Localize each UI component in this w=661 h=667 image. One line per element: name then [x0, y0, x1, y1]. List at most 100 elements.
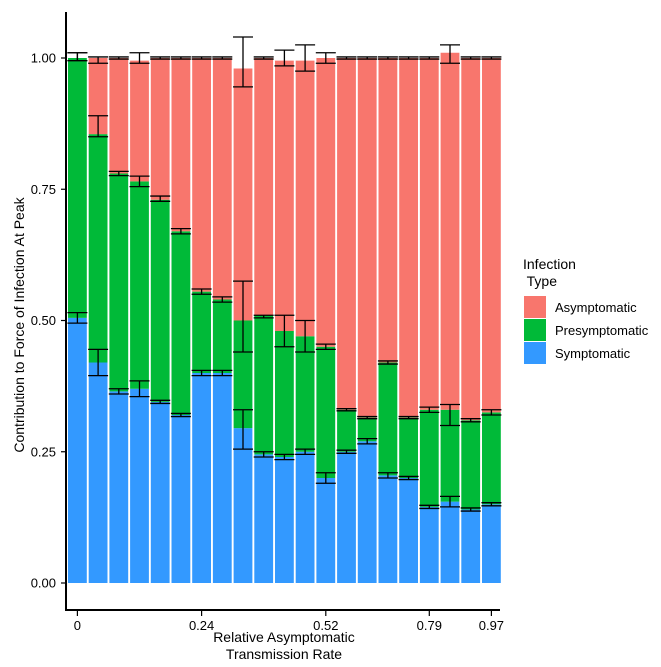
x-tick-label-1: 0.24	[189, 618, 214, 633]
error-bar-11-0	[295, 448, 316, 456]
error-bar-4-0	[150, 399, 171, 405]
bar-segment-presymptomatic-6	[192, 291, 211, 374]
error-bar-10-1	[274, 314, 295, 348]
bar-segment-presymptomatic-17	[419, 409, 439, 507]
bar-segment-symptomatic-12	[316, 478, 336, 583]
error-bar-13-0	[336, 449, 357, 454]
bar-segment-presymptomatic-11	[295, 336, 315, 452]
bar-segment-symptomatic-11	[295, 451, 315, 583]
bar-segment-asymptomatic-6	[192, 58, 211, 292]
error-bar-0-0	[67, 311, 88, 324]
x-axis-title-line-1: Relative Asymptomatic	[213, 629, 355, 645]
error-bar-20-2	[481, 56, 502, 60]
error-bar-0-2	[67, 52, 88, 62]
bar-segment-presymptomatic-12	[316, 346, 336, 478]
bar-segment-asymptomatic-5	[171, 58, 191, 232]
bar-segment-asymptomatic-11	[295, 60, 315, 337]
error-bar-19-0	[460, 507, 481, 512]
error-bar-12-2	[315, 52, 336, 64]
axes-layer	[65, 12, 500, 611]
error-bar-6-2	[191, 56, 212, 60]
bar-segment-presymptomatic-1	[88, 134, 108, 363]
bar-segment-asymptomatic-10	[275, 60, 294, 332]
error-bar-13-1	[336, 408, 357, 412]
bar-segment-symptomatic-4	[150, 401, 170, 584]
error-bar-15-2	[377, 56, 398, 60]
y-tick-label-4: 1.00	[31, 51, 56, 66]
error-bar-3-0	[129, 380, 150, 398]
error-bar-1-2	[88, 56, 109, 64]
x-tick-label-2: 0.52	[313, 618, 338, 633]
error-bar-17-1	[419, 406, 440, 414]
bar-segment-presymptomatic-13	[337, 409, 356, 452]
error-bar-3-1	[129, 175, 150, 188]
error-bar-16-1	[398, 415, 419, 420]
bar-segment-presymptomatic-7	[212, 299, 232, 373]
bar-segment-symptomatic-0	[68, 317, 87, 584]
error-bar-14-1	[357, 415, 378, 420]
error-bar-10-0	[274, 453, 295, 461]
error-bar-11-1	[295, 319, 316, 353]
error-bar-9-1	[253, 314, 274, 319]
bar-segment-symptomatic-2	[109, 391, 129, 584]
error-bar-5-1	[170, 227, 191, 235]
legend-label-presymptomatic: Presymptomatic	[555, 323, 649, 338]
bar-segment-presymptomatic-8	[233, 320, 253, 429]
error-bar-17-0	[419, 504, 440, 510]
bar-segment-presymptomatic-18	[440, 409, 460, 502]
error-bar-12-1	[315, 343, 336, 351]
error-bar-16-2	[398, 56, 419, 60]
y-axis-title: Contribution to Force of Infection At Pe…	[11, 196, 27, 452]
bars-layer	[68, 52, 501, 584]
error-bar-18-2	[440, 44, 460, 64]
y-tick-label-1: 0.25	[31, 444, 56, 459]
x-tick-label-3: 0.79	[417, 618, 442, 633]
bar-segment-presymptomatic-3	[130, 181, 149, 389]
bar-segment-presymptomatic-5	[171, 231, 191, 415]
error-bar-17-2	[419, 56, 440, 60]
legend-title-line-1: Infection	[523, 256, 576, 272]
legend: Infection Type Asymptomatic Presymptomat…	[523, 256, 649, 364]
x-tick-label-0: 0	[74, 618, 81, 633]
bar-segment-asymptomatic-7	[212, 58, 232, 300]
error-bar-8-0	[233, 409, 253, 450]
error-bar-15-0	[377, 472, 398, 479]
bar-segment-presymptomatic-4	[150, 199, 170, 402]
bar-segment-symptomatic-14	[357, 441, 377, 583]
bar-segment-symptomatic-1	[88, 362, 108, 583]
error-bar-2-0	[108, 388, 129, 395]
error-bar-19-1	[460, 418, 481, 423]
y-tick-label-0: 0.00	[31, 576, 56, 591]
error-bar-19-2	[460, 56, 481, 60]
error-bar-18-0	[440, 495, 460, 508]
y-ticks: 0.00 0.25 0.50 0.75 1.00	[31, 51, 66, 591]
legend-swatch-symptomatic	[524, 342, 546, 364]
error-bar-7-0	[212, 369, 233, 377]
error-bar-14-2	[357, 56, 378, 60]
legend-title-line-2: Type	[523, 273, 557, 289]
bar-segment-presymptomatic-14	[357, 417, 377, 442]
bar-segment-asymptomatic-20	[482, 58, 501, 413]
bar-segment-asymptomatic-19	[461, 58, 481, 421]
error-bar-16-0	[398, 475, 419, 481]
bar-segment-symptomatic-9	[254, 454, 274, 584]
bar-segment-symptomatic-6	[192, 373, 211, 583]
error-bar-1-1	[88, 115, 109, 138]
error-bar-20-1	[481, 409, 502, 416]
bar-segment-symptomatic-16	[399, 478, 418, 583]
legend-swatch-asymptomatic	[524, 296, 546, 318]
error-bar-8-2	[233, 36, 253, 88]
error-bar-2-1	[108, 170, 129, 177]
error-bar-12-0	[315, 472, 336, 484]
bar-segment-symptomatic-13	[337, 451, 356, 583]
error-bars-layer	[67, 36, 502, 512]
error-bar-15-1	[377, 360, 398, 365]
error-bar-1-0	[88, 348, 109, 377]
bar-segment-presymptomatic-9	[254, 315, 274, 455]
error-bar-11-2	[295, 44, 316, 72]
error-bar-7-2	[212, 56, 233, 60]
bar-segment-presymptomatic-0	[68, 58, 87, 318]
bar-segment-presymptomatic-10	[275, 331, 294, 457]
bar-segment-symptomatic-5	[171, 415, 191, 583]
